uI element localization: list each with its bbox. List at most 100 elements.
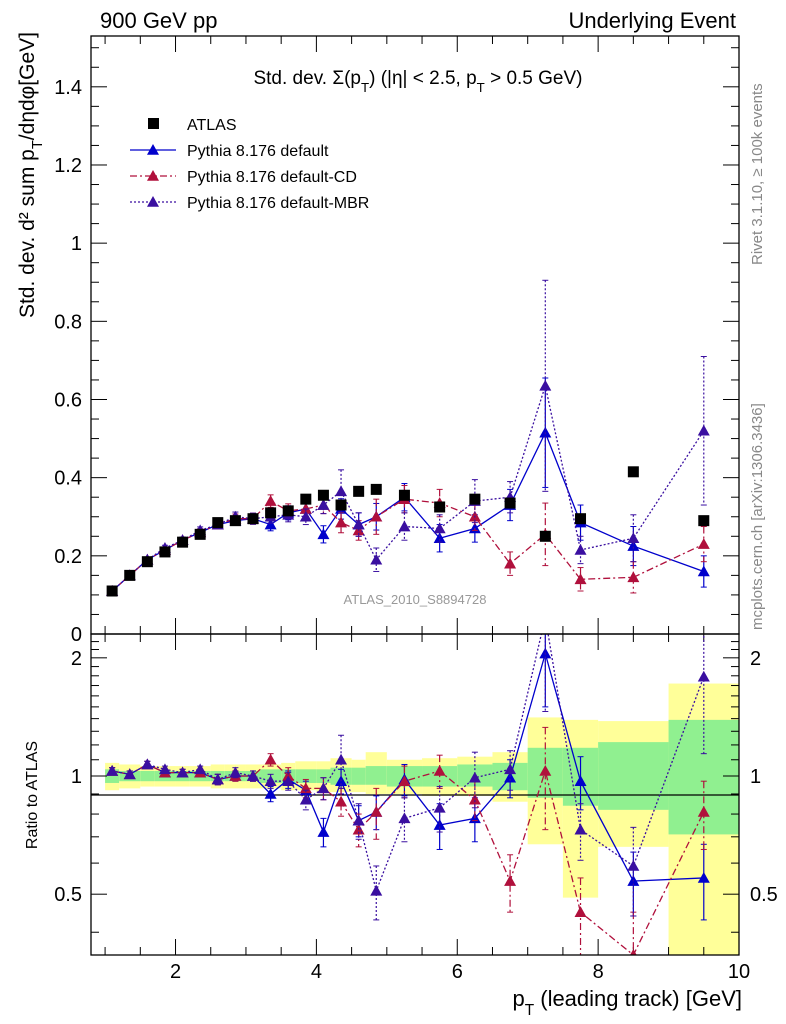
atlas-data-point	[212, 517, 224, 529]
ratio-point	[539, 764, 552, 776]
ratio-point	[504, 763, 517, 775]
ratio-point	[264, 753, 277, 765]
atlas-data-point	[247, 513, 259, 525]
ratio-point	[211, 773, 224, 785]
main-y-tick-label: 0.6	[54, 389, 82, 411]
ratio-y-tick-label-right: 0.5	[750, 884, 778, 906]
main-point	[504, 557, 517, 569]
atlas-data-point	[335, 499, 347, 511]
x-tick-label: 10	[728, 961, 750, 983]
ratio-line	[112, 758, 705, 955]
main-point	[398, 520, 411, 532]
atlas-data-point	[398, 489, 410, 501]
ratio-y-tick-label-right: 1	[750, 766, 761, 788]
atlas-data-point	[177, 536, 189, 548]
atlas-data-point	[504, 497, 516, 509]
legend-marker	[147, 170, 159, 181]
main-point	[335, 516, 348, 528]
ratio-uncertainty-bands	[105, 683, 739, 955]
ratio-point	[574, 906, 587, 917]
ratio-point	[335, 753, 348, 765]
legend-atlas-label: ATLAS	[187, 117, 237, 134]
main-y-tick-label: 1	[71, 233, 82, 255]
legend-label: Pythia 8.176 default-CD	[187, 169, 357, 186]
ratio-point	[176, 766, 189, 778]
main-point	[539, 379, 552, 391]
main-y-tick-label: 0	[71, 624, 82, 646]
atlas-data-point	[124, 569, 136, 581]
ratio-stat-band	[351, 767, 366, 785]
legend-label: Pythia 8.176 default-MBR	[187, 195, 369, 212]
main-point	[370, 553, 383, 565]
legend-marker	[147, 196, 159, 207]
ratio-point	[398, 775, 411, 787]
ratio-point	[158, 763, 171, 775]
ratio-point	[247, 770, 259, 781]
ratio-point	[370, 805, 383, 817]
main-point	[627, 532, 640, 544]
main-y-axis-label: Std. dev. d² sum pT/dηdφ[GeV]	[16, 32, 46, 318]
main-line	[111, 498, 705, 592]
main-y-tick-label: 0.4	[54, 468, 82, 490]
main-point	[317, 528, 330, 540]
atlas-data-point	[300, 493, 312, 505]
ratio-point	[504, 771, 517, 783]
main-y-tick-label: 1.4	[54, 77, 82, 99]
atlas-data-layer	[106, 466, 710, 597]
main-point	[697, 565, 710, 577]
main-point	[539, 426, 552, 438]
ratio-y-tick-label-right: 2	[750, 648, 761, 670]
ratio-point	[627, 859, 640, 871]
main-point	[574, 543, 587, 555]
main-point	[370, 510, 383, 522]
atlas-data-point	[353, 485, 365, 497]
ratio-point	[539, 611, 551, 622]
ratio-point	[574, 823, 587, 835]
ratio-point	[697, 871, 710, 883]
x-tick-label: 8	[593, 961, 604, 983]
ratio-y-tick-label: 2	[71, 648, 82, 670]
main-y-tick-label: 1.2	[54, 155, 82, 177]
main-point	[433, 532, 446, 544]
ratio-stat-band	[140, 770, 155, 782]
atlas-data-point	[282, 505, 294, 517]
atlas-data-point	[317, 489, 329, 501]
ratio-point	[433, 801, 446, 813]
ratio-point	[335, 795, 348, 807]
main-point	[299, 510, 312, 522]
x-tick-label: 2	[170, 961, 181, 983]
ratio-point	[264, 775, 277, 787]
ratio-axis-ticks: 0.5 0.5 1 1 2 2 2 4 6 8 10	[54, 634, 778, 983]
ratio-point	[123, 768, 136, 780]
main-point	[335, 485, 348, 497]
ratio-point	[317, 826, 330, 837]
atlas-data-point	[194, 528, 206, 540]
main-point	[627, 571, 640, 583]
atlas-data-point	[469, 493, 481, 505]
main-point	[697, 538, 710, 549]
atlas-data-point	[141, 556, 153, 568]
main-point	[574, 573, 587, 585]
main-series-2	[106, 484, 710, 596]
rivet-label: Rivet 3.1.10, ≥ 100k events	[749, 83, 766, 265]
atlas-data-point	[698, 515, 710, 527]
x-axis-label: pT (leading track) [GeV]	[512, 986, 742, 1019]
atlas-data-point	[539, 530, 551, 542]
ratio-point	[504, 875, 517, 886]
ratio-point	[229, 766, 242, 778]
ratio-line	[112, 634, 705, 893]
atlas-data-point	[159, 546, 171, 558]
ratio-stat-band	[316, 769, 331, 783]
main-line	[111, 383, 705, 592]
ratio-point	[317, 782, 330, 794]
ratio-point	[264, 787, 277, 799]
legend-atlas-marker	[148, 118, 159, 129]
atlas-data-point	[229, 515, 241, 527]
main-point	[299, 502, 312, 514]
ratio-series-layer	[106, 611, 710, 955]
main-series-1	[106, 377, 710, 596]
ratio-point	[194, 763, 207, 775]
ratio-point	[468, 793, 481, 805]
ratio-stat-band	[365, 766, 387, 785]
x-tick-label: 4	[311, 961, 322, 983]
